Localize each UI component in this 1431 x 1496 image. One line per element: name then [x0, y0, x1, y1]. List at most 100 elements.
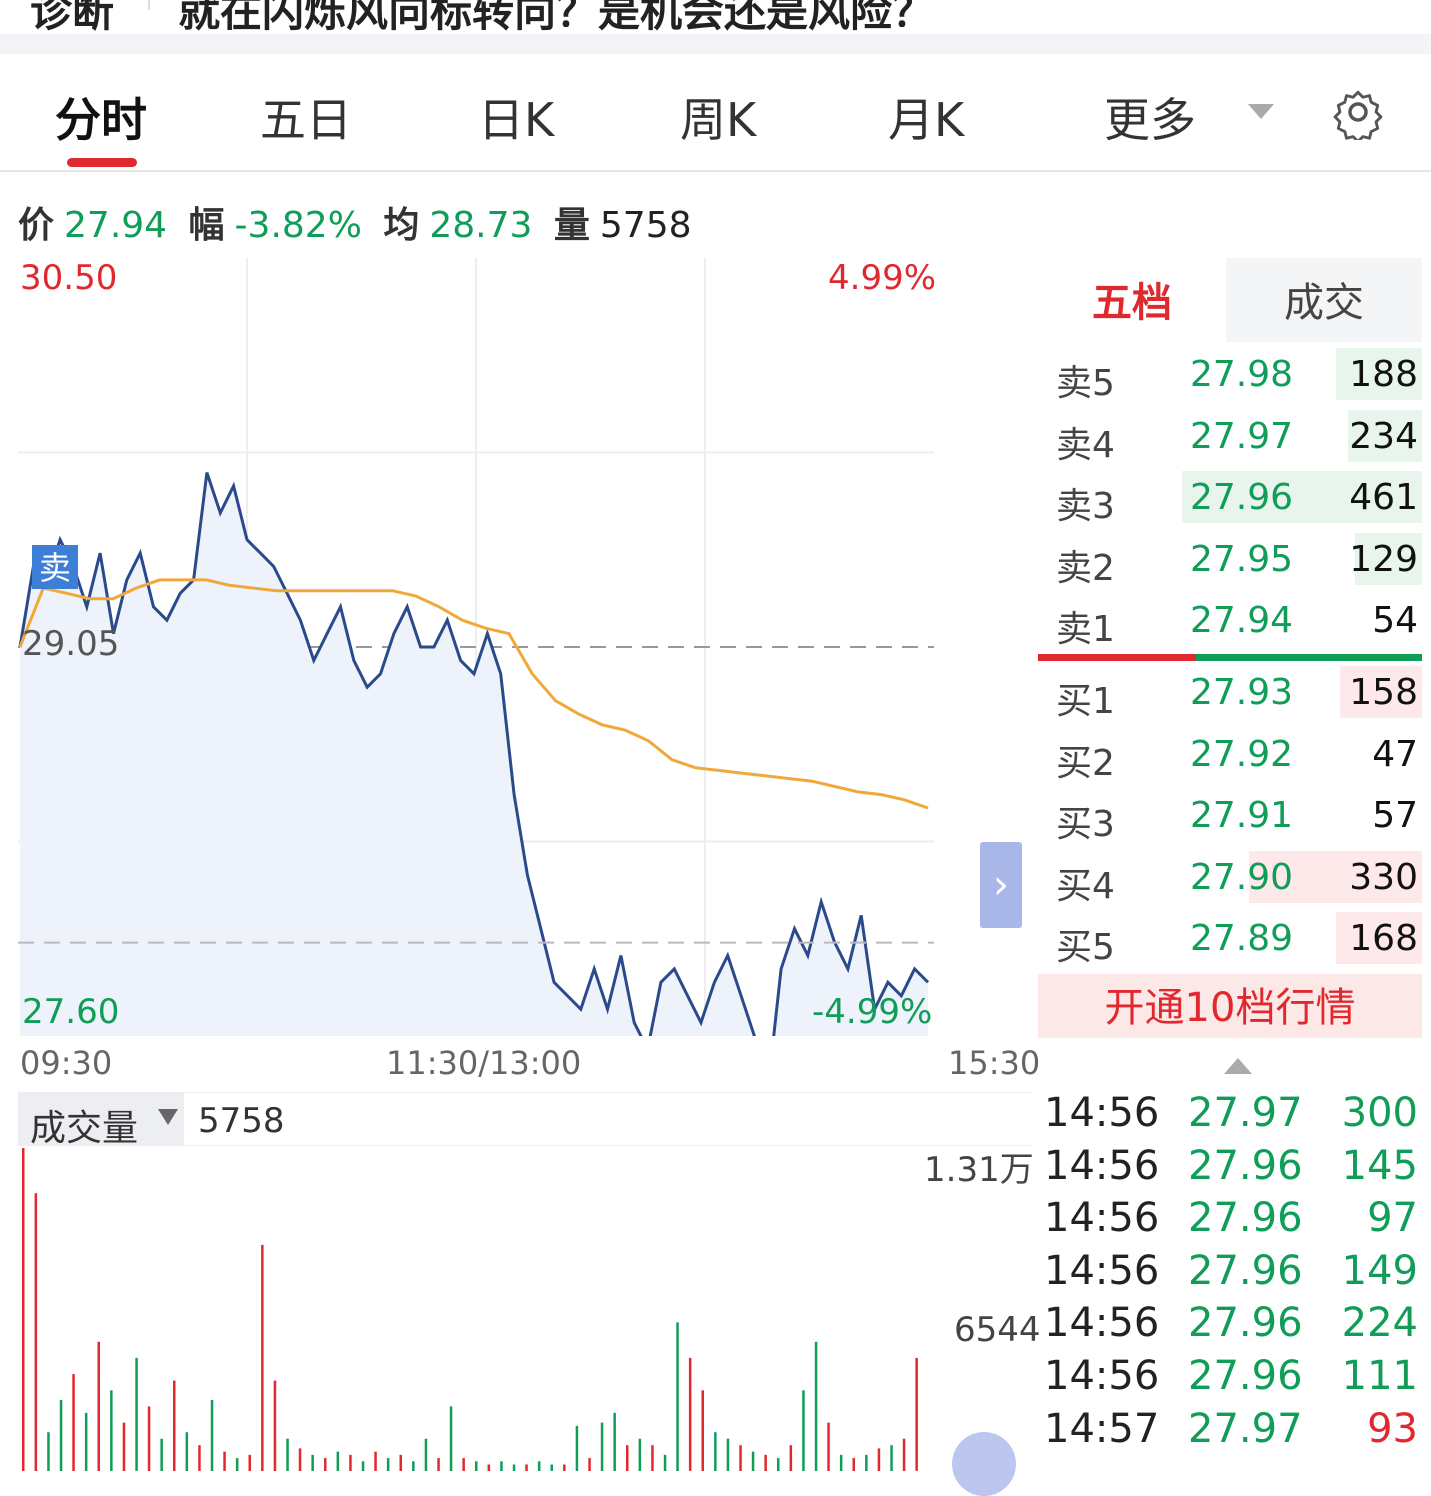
time-mid-label: 11:30/13:00	[386, 1044, 582, 1082]
volume-bar	[374, 1451, 377, 1471]
trade-price: 27.97	[1188, 1090, 1303, 1136]
volume-bar	[915, 1357, 918, 1471]
ask-row[interactable]: 卖1 27.94 54	[1038, 592, 1422, 650]
volume-bar	[839, 1454, 843, 1471]
price-label: 价	[18, 205, 55, 246]
volume-bar	[122, 1422, 126, 1471]
volume-bar	[814, 1341, 818, 1471]
volume-bar	[890, 1445, 893, 1471]
volume-bar	[676, 1322, 679, 1471]
volume-bar	[751, 1451, 755, 1471]
trade-vol: 97	[1367, 1195, 1418, 1242]
change-label: 幅	[188, 205, 225, 246]
ask-row[interactable]: 卖4 27.97 234	[1038, 408, 1422, 466]
volume-bar	[777, 1458, 780, 1471]
price-value: 27.94	[64, 205, 168, 246]
bid-vol: 47	[1372, 733, 1418, 775]
volume-bar	[487, 1464, 491, 1471]
volume-bar	[336, 1451, 340, 1471]
volume-bar	[235, 1458, 239, 1471]
change-value: -3.82%	[234, 205, 362, 246]
volume-bar	[210, 1399, 214, 1471]
bid-label: 买5	[1056, 927, 1115, 968]
volume-bar	[877, 1448, 881, 1471]
bid-row[interactable]: 买3 27.91 57	[1038, 787, 1422, 845]
bid-vol: 330	[1349, 856, 1418, 898]
volume-bar	[135, 1357, 138, 1471]
ask-row[interactable]: 卖5 27.98 188	[1038, 346, 1422, 404]
chevron-right-icon[interactable]: ›	[980, 842, 1022, 928]
period-tabs: 分时 五日 日K 周K 月K 更多	[0, 54, 1431, 172]
trade-price: 27.96	[1188, 1247, 1303, 1294]
ask-vol: 129	[1349, 538, 1418, 580]
ask-label: 卖4	[1056, 424, 1115, 466]
indicator-select-label: 成交量	[30, 1108, 139, 1149]
volume-bar	[550, 1464, 553, 1471]
trade-vol: 93	[1367, 1405, 1418, 1452]
bid-depth-bar	[1335, 912, 1422, 964]
chevron-up-icon[interactable]	[1224, 1058, 1252, 1074]
floating-action-icon[interactable]	[952, 1432, 1016, 1496]
volume-bar	[600, 1422, 604, 1471]
news-headline[interactable]: 诊断 就在闪烁风向标转向？是机会还是风险？	[0, 0, 1431, 34]
volume-bar	[500, 1461, 503, 1471]
prev-close-label: 29.05	[22, 624, 120, 664]
trade-price: 27.96	[1188, 1300, 1303, 1347]
section-gap	[0, 34, 1431, 54]
volume-chart[interactable]	[18, 1144, 934, 1471]
volume-current-value: 5758	[198, 1101, 285, 1141]
ask-label: 卖1	[1056, 609, 1115, 650]
tab-monthly-k[interactable]: 月K	[888, 93, 965, 147]
volume-bar	[424, 1438, 428, 1471]
tab-five-day[interactable]: 五日	[260, 93, 352, 147]
trade-price: 27.96	[1188, 1142, 1303, 1189]
avg-value: 28.73	[429, 205, 533, 246]
tab-weekly-k[interactable]: 周K	[680, 93, 757, 147]
time-end-label: 15:30	[948, 1044, 1041, 1082]
bid-row[interactable]: 买5 27.89 168	[1038, 910, 1422, 968]
trade-time: 14:57	[1044, 1405, 1160, 1452]
ask-row[interactable]: 卖3 27.96 461	[1038, 469, 1422, 527]
headline-divider	[148, 0, 150, 10]
gear-icon[interactable]	[1330, 84, 1386, 140]
volume-bar	[852, 1458, 855, 1471]
bid-vol: 57	[1372, 795, 1418, 836]
ask-row[interactable]: 卖2 27.95 129	[1038, 531, 1422, 589]
trade-price: 27.97	[1188, 1405, 1303, 1452]
headline-title: 就在闪烁风向标转向？是机会还是风险？	[178, 0, 935, 34]
trade-row: 14:56 27.96 97	[1044, 1195, 1422, 1247]
open-level10-button[interactable]: 开通10档行情	[1038, 974, 1422, 1038]
intraday-price-chart[interactable]	[18, 258, 934, 1036]
bid-row[interactable]: 买1 27.93 158	[1038, 664, 1422, 722]
volume-bar	[827, 1422, 830, 1471]
volume-bar	[361, 1461, 365, 1471]
volume-bar	[563, 1464, 566, 1471]
tab-more[interactable]: 更多	[1104, 93, 1196, 147]
volume-bar	[638, 1438, 642, 1471]
volume-bar	[248, 1454, 251, 1471]
tab-intraday[interactable]: 分时	[55, 93, 147, 147]
ask-vol: 461	[1349, 477, 1418, 518]
price-line	[18, 472, 930, 1036]
volume-bar	[185, 1432, 189, 1471]
tab-daily-k[interactable]: 日K	[478, 93, 555, 147]
volume-bar	[298, 1448, 302, 1471]
volume-bar	[59, 1399, 63, 1471]
indicator-select[interactable]: 成交量	[18, 1093, 184, 1149]
volume-bar	[72, 1374, 75, 1471]
volume-bar	[902, 1438, 906, 1471]
chevron-down-icon[interactable]	[1248, 104, 1274, 119]
ask-depth-bar	[1347, 409, 1422, 462]
tab-trades[interactable]: 成交	[1226, 258, 1422, 342]
volume-bar	[84, 1412, 88, 1471]
chevron-down-icon	[158, 1109, 178, 1125]
sell-signal-marker[interactable]: 卖	[32, 545, 78, 589]
volume-bar	[475, 1461, 478, 1471]
pct-high-label: 4.99%	[828, 258, 937, 298]
bid-row[interactable]: 买2 27.92 47	[1038, 726, 1422, 784]
tab-five-level[interactable]: 五档	[1038, 258, 1226, 342]
headline-source: 诊断	[30, 0, 115, 34]
volume-bar	[701, 1390, 704, 1471]
ask-depth-bar	[1354, 532, 1422, 585]
bid-row[interactable]: 买4 27.90 330	[1038, 849, 1422, 907]
